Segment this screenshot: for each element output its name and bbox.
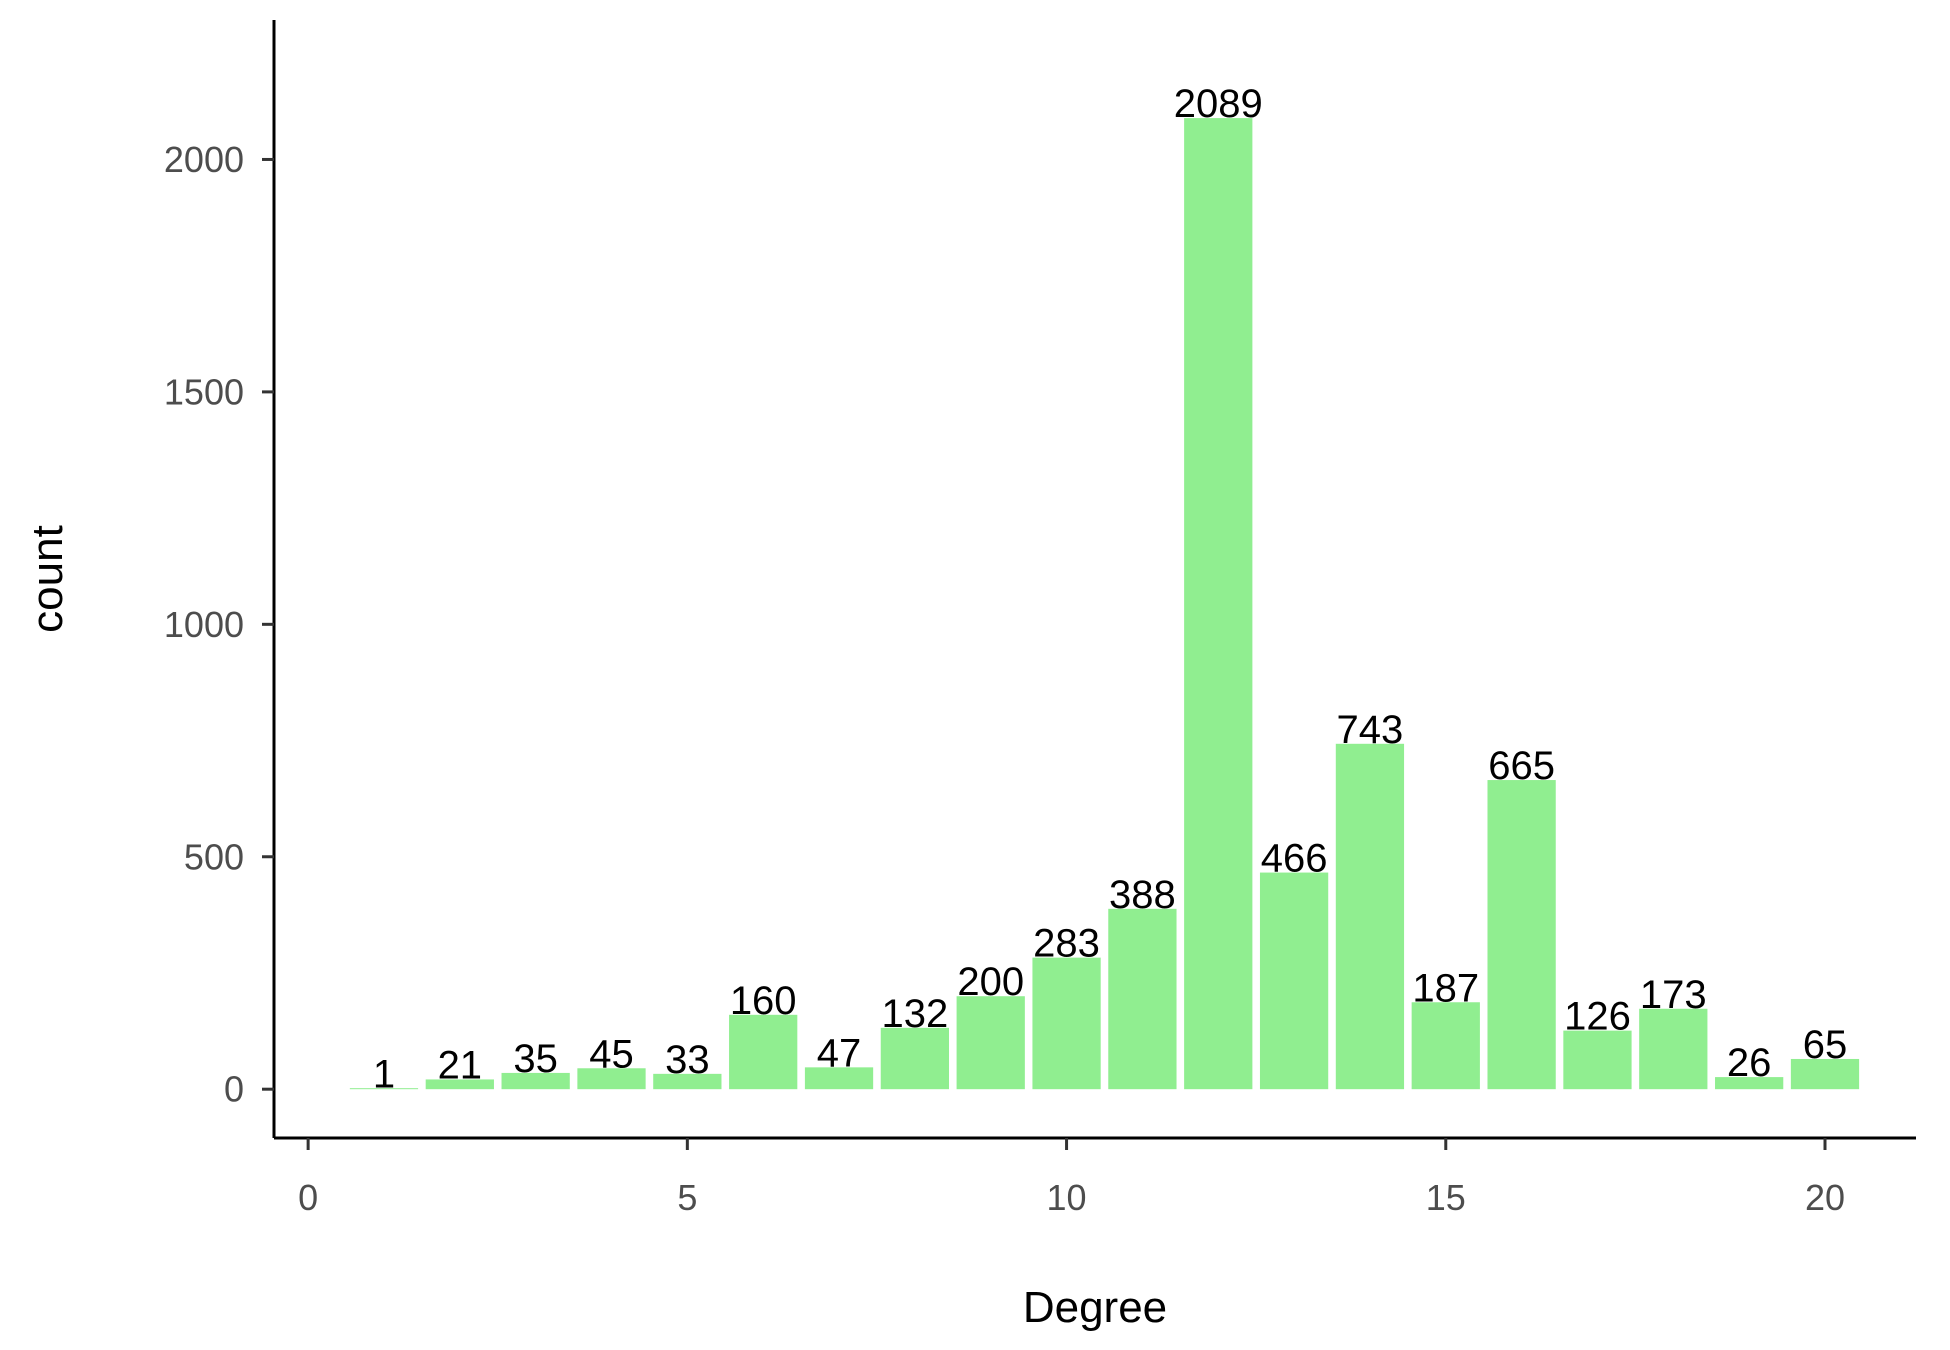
- bar-degree-14: [1335, 743, 1405, 1090]
- x-tick-label-15: 15: [1426, 1177, 1466, 1218]
- data-label-degree-5: 33: [665, 1038, 710, 1082]
- data-label-degree-20: 65: [1803, 1023, 1848, 1067]
- x-tick-label-20: 20: [1805, 1177, 1845, 1218]
- bar-degree-5: [653, 1073, 722, 1090]
- y-tick-label-1500: 1500: [164, 371, 244, 412]
- data-label-degree-15: 187: [1412, 966, 1479, 1010]
- bar-degree-10: [1032, 957, 1101, 1090]
- y-axis-title: count: [23, 525, 72, 633]
- bars-group: [349, 118, 1860, 1090]
- bar-degree-13: [1259, 872, 1329, 1090]
- data-label-degree-2: 21: [438, 1043, 483, 1087]
- data-label-degree-4: 45: [589, 1032, 634, 1076]
- data-label-degree-8: 132: [881, 992, 948, 1036]
- data-label-degree-10: 283: [1033, 922, 1100, 966]
- bar-degree-2: [425, 1079, 494, 1090]
- data-label-degree-7: 47: [817, 1031, 862, 1075]
- bar-degree-11: [1108, 908, 1177, 1090]
- x-tick-label-10: 10: [1047, 1177, 1087, 1218]
- data-label-degree-17: 126: [1564, 995, 1631, 1039]
- x-tick-label-5: 5: [677, 1177, 697, 1218]
- data-label-degree-9: 200: [957, 960, 1024, 1004]
- data-label-degree-16: 665: [1488, 744, 1555, 788]
- x-axis-title: Degree: [1023, 1283, 1167, 1332]
- bar-degree-9: [956, 996, 1025, 1090]
- bar-degree-7: [804, 1067, 874, 1090]
- y-tick-label-500: 500: [184, 836, 244, 877]
- bar-degree-8: [880, 1027, 949, 1090]
- bar-degree-17: [1563, 1030, 1632, 1090]
- x-axis-ticks: 0 5 10 15 20: [298, 1138, 1845, 1218]
- bar-degree-4: [577, 1068, 646, 1090]
- bar-degree-20: [1790, 1058, 1860, 1090]
- bar-degree-18: [1639, 1008, 1708, 1090]
- y-tick-label-2000: 2000: [164, 139, 244, 180]
- data-label-degree-19: 26: [1727, 1041, 1772, 1085]
- data-label-degree-1: 1: [373, 1053, 395, 1097]
- data-label-degree-11: 388: [1109, 873, 1176, 917]
- bar-degree-19: [1715, 1077, 1784, 1090]
- y-tick-label-0: 0: [224, 1069, 244, 1110]
- y-axis-ticks: 0 500 1000 1500 2000: [164, 139, 274, 1110]
- data-label-degree-6: 160: [730, 979, 797, 1023]
- bar-degree-1: [349, 1088, 419, 1090]
- x-tick-label-0: 0: [298, 1177, 318, 1218]
- bar-degree-3: [501, 1072, 570, 1090]
- bar-degree-15: [1411, 1002, 1480, 1090]
- data-label-degree-3: 35: [513, 1037, 558, 1081]
- data-label-degree-13: 466: [1261, 837, 1328, 881]
- data-label-degree-12: 2089: [1174, 82, 1263, 126]
- data-label-degree-14: 743: [1337, 708, 1404, 752]
- bar-degree-12: [1184, 118, 1253, 1090]
- bar-degree-6: [729, 1014, 798, 1090]
- bar-degree-16: [1487, 780, 1556, 1090]
- data-label-degree-18: 173: [1640, 973, 1707, 1017]
- y-tick-label-1000: 1000: [164, 604, 244, 645]
